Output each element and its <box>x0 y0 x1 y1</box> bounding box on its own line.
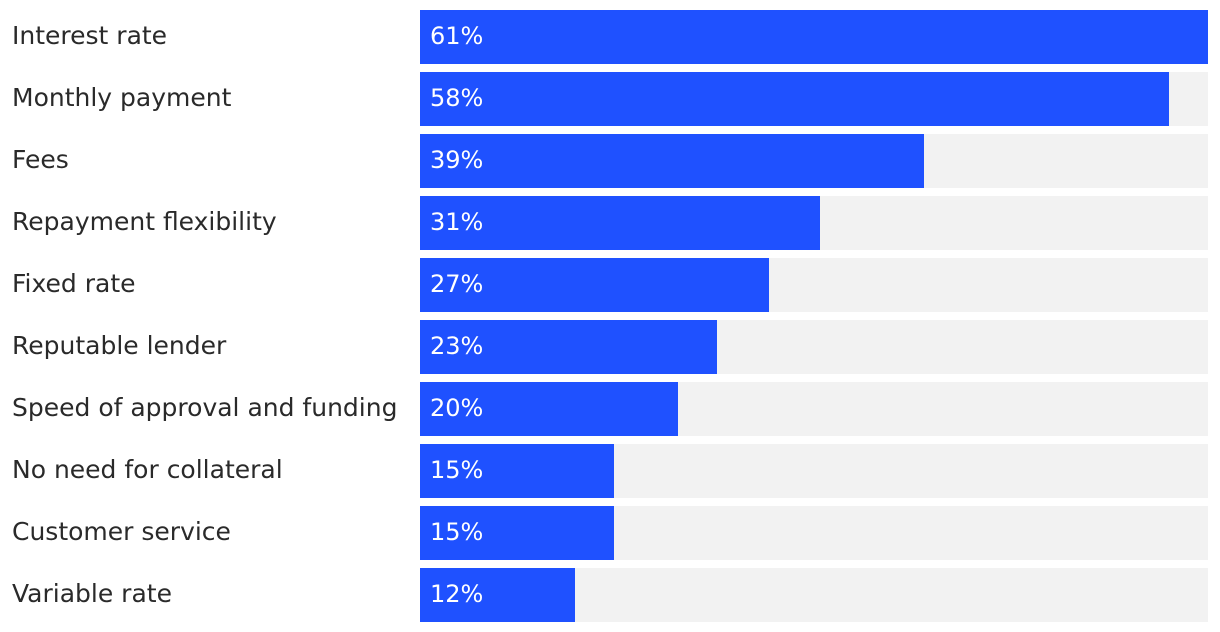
bar <box>420 444 614 498</box>
value-label: 15% <box>430 456 484 484</box>
bar-track: 61% <box>420 10 1208 64</box>
bar <box>420 72 1169 126</box>
value-label: 39% <box>430 146 484 174</box>
bar-track: 31% <box>420 196 1208 250</box>
bar-track: 27% <box>420 258 1208 312</box>
category-label: Speed of approval and funding <box>12 393 398 422</box>
bar <box>420 382 678 436</box>
bar <box>420 10 1208 64</box>
category-label: Variable rate <box>12 579 172 608</box>
bar-row: Fees 39% <box>0 134 1220 188</box>
value-label: 23% <box>430 332 484 360</box>
value-label: 58% <box>430 84 484 112</box>
value-label: 20% <box>430 394 484 422</box>
bar-track: 58% <box>420 72 1208 126</box>
bar-row: Monthly payment 58% <box>0 72 1220 126</box>
bar-row: Customer service 15% <box>0 506 1220 560</box>
bar-track: 15% <box>420 506 1208 560</box>
category-label: Customer service <box>12 517 231 546</box>
bar <box>420 506 614 560</box>
bar-row: No need for collateral 15% <box>0 444 1220 498</box>
bar <box>420 134 924 188</box>
category-label: Interest rate <box>12 21 168 50</box>
category-label: Repayment flexibility <box>12 207 277 236</box>
bar-track: 12% <box>420 568 1208 622</box>
value-label: 61% <box>430 22 484 50</box>
bar <box>420 320 717 374</box>
category-label: Monthly payment <box>12 83 232 112</box>
value-label: 12% <box>430 580 484 608</box>
category-label: Reputable lender <box>12 331 227 360</box>
bar-row: Reputable lender 23% <box>0 320 1220 374</box>
bar-track: 20% <box>420 382 1208 436</box>
bar-row: Variable rate 12% <box>0 568 1220 622</box>
bar-track: 39% <box>420 134 1208 188</box>
bar-row: Repayment flexibility 31% <box>0 196 1220 250</box>
category-label: Fees <box>12 145 69 174</box>
bar <box>420 196 820 250</box>
category-label: No need for collateral <box>12 455 283 484</box>
value-label: 27% <box>430 270 484 298</box>
bar-row: Interest rate 61% <box>0 10 1220 64</box>
bar-track: 23% <box>420 320 1208 374</box>
bar-track: 15% <box>420 444 1208 498</box>
bar <box>420 258 769 312</box>
value-label: 15% <box>430 518 484 546</box>
bar-row: Speed of approval and funding 20% <box>0 382 1220 436</box>
bar <box>420 568 575 622</box>
bar-row: Fixed rate 27% <box>0 258 1220 312</box>
category-label: Fixed rate <box>12 269 136 298</box>
value-label: 31% <box>430 208 484 236</box>
